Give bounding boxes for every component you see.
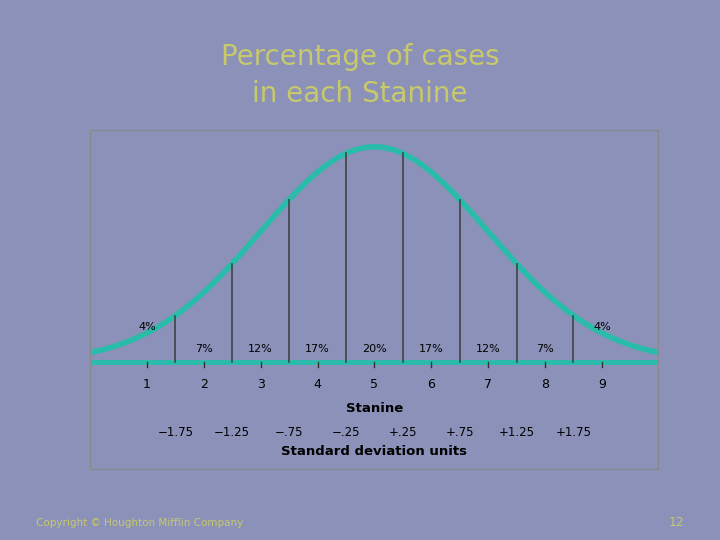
Text: −.25: −.25 — [332, 426, 360, 438]
Text: 9: 9 — [598, 379, 606, 392]
Text: 3: 3 — [257, 379, 264, 392]
Text: −1.75: −1.75 — [157, 426, 193, 438]
Text: in each Stanine: in each Stanine — [252, 80, 468, 109]
Text: −1.25: −1.25 — [215, 426, 251, 438]
Text: 4%: 4% — [593, 322, 611, 332]
Text: −.75: −.75 — [275, 426, 303, 438]
Text: +1.25: +1.25 — [498, 426, 534, 438]
Text: 4%: 4% — [138, 322, 156, 332]
Text: Stanine: Stanine — [346, 402, 403, 415]
Text: 7%: 7% — [195, 343, 212, 354]
Text: Standard deviation units: Standard deviation units — [282, 445, 467, 458]
Text: 7: 7 — [484, 379, 492, 392]
Text: +.75: +.75 — [446, 426, 474, 438]
Text: 1: 1 — [143, 379, 150, 392]
Text: 17%: 17% — [305, 343, 330, 354]
Text: 12%: 12% — [248, 343, 273, 354]
Text: 6: 6 — [428, 379, 435, 392]
Bar — [90, 130, 659, 470]
Text: 20%: 20% — [362, 343, 387, 354]
Text: 7%: 7% — [536, 343, 554, 354]
Text: 17%: 17% — [419, 343, 444, 354]
Text: 2: 2 — [200, 379, 207, 392]
Text: Copyright © Houghton Mifflin Company: Copyright © Houghton Mifflin Company — [36, 518, 243, 528]
Text: +1.75: +1.75 — [556, 426, 592, 438]
Text: Percentage of cases: Percentage of cases — [221, 43, 499, 71]
Text: 12: 12 — [668, 516, 684, 529]
Text: 8: 8 — [541, 379, 549, 392]
Text: 12%: 12% — [476, 343, 500, 354]
Text: 5: 5 — [370, 379, 379, 392]
Text: 4: 4 — [314, 379, 321, 392]
Text: +.25: +.25 — [389, 426, 417, 438]
